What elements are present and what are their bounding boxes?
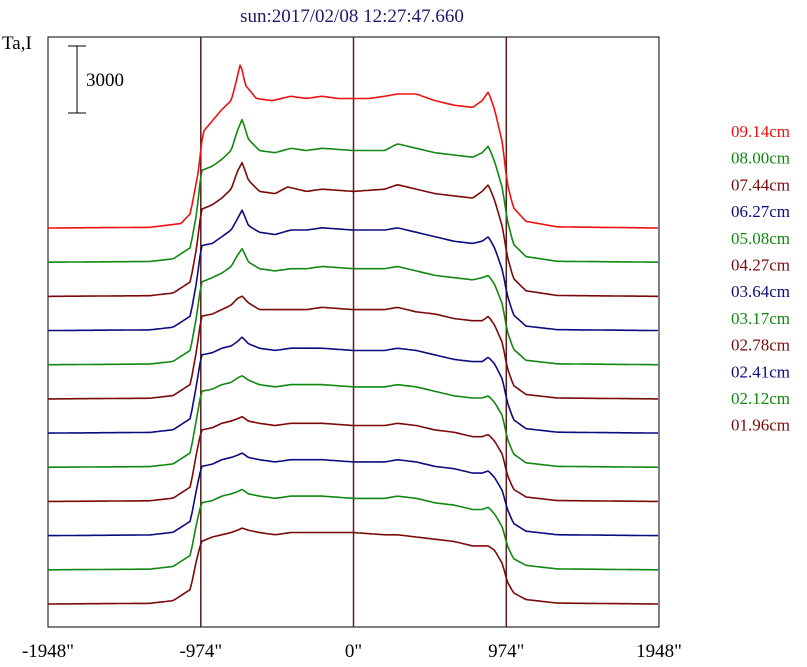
x-tick-label-3: 974": [488, 641, 524, 662]
legend-entry-07.44cm: 07.44cm: [731, 175, 790, 194]
legend-entry-01.96cm: 01.96cm: [731, 416, 790, 435]
chart-title: sun:2017/02/08 12:27:47.660: [240, 6, 464, 27]
x-tick-label-4: 1948": [636, 641, 682, 662]
series-line-09.14cm: [48, 64, 658, 229]
scale-bar-label: 3000: [86, 70, 124, 91]
legend-entry-05.08cm: 05.08cm: [731, 229, 790, 248]
legend-entry-09.14cm: 09.14cm: [731, 122, 790, 141]
series-line-08.00cm: [48, 118, 658, 263]
series-line-03.64cm: [48, 336, 658, 434]
series-line-07.44cm: [48, 161, 659, 298]
series-line-03.17cm: [48, 375, 659, 469]
series-line-06.27cm: [48, 209, 658, 332]
reference-lines: [200, 37, 508, 627]
x-tick-label-2: 0": [345, 641, 362, 662]
x-tick-label-0: -1948": [22, 641, 74, 662]
legend-entry-02.12cm: 02.12cm: [731, 389, 790, 408]
series-line-02.78cm: [47, 415, 658, 503]
x-tick-labels: -1948" -974" 0" 974" 1948": [22, 641, 682, 662]
legend-entry-03.64cm: 03.64cm: [731, 282, 790, 301]
legend-entry-04.27cm: 04.27cm: [731, 256, 790, 275]
y-axis-label: Ta,I: [2, 33, 32, 54]
series-line-04.27cm: [48, 295, 658, 400]
legend-entry-06.27cm: 06.27cm: [731, 202, 790, 221]
series-curves: [47, 64, 659, 605]
series-line-01.96cm: [48, 527, 658, 605]
series-line-02.41cm: [48, 452, 658, 537]
series-line-02.12cm: [48, 488, 658, 571]
legend-entry-08.00cm: 08.00cm: [731, 149, 790, 168]
scale-bar: 3000: [68, 45, 124, 114]
series-line-05.08cm: [48, 248, 658, 366]
legend: 09.14cm 08.00cm 07.44cm 06.27cm 05.08cm 04.27…: [731, 122, 790, 435]
legend-entry-02.41cm: 02.41cm: [731, 362, 790, 381]
legend-entry-03.17cm: 03.17cm: [731, 309, 790, 328]
legend-entry-02.78cm: 02.78cm: [731, 336, 790, 355]
x-tick-label-1: -974": [180, 641, 223, 662]
